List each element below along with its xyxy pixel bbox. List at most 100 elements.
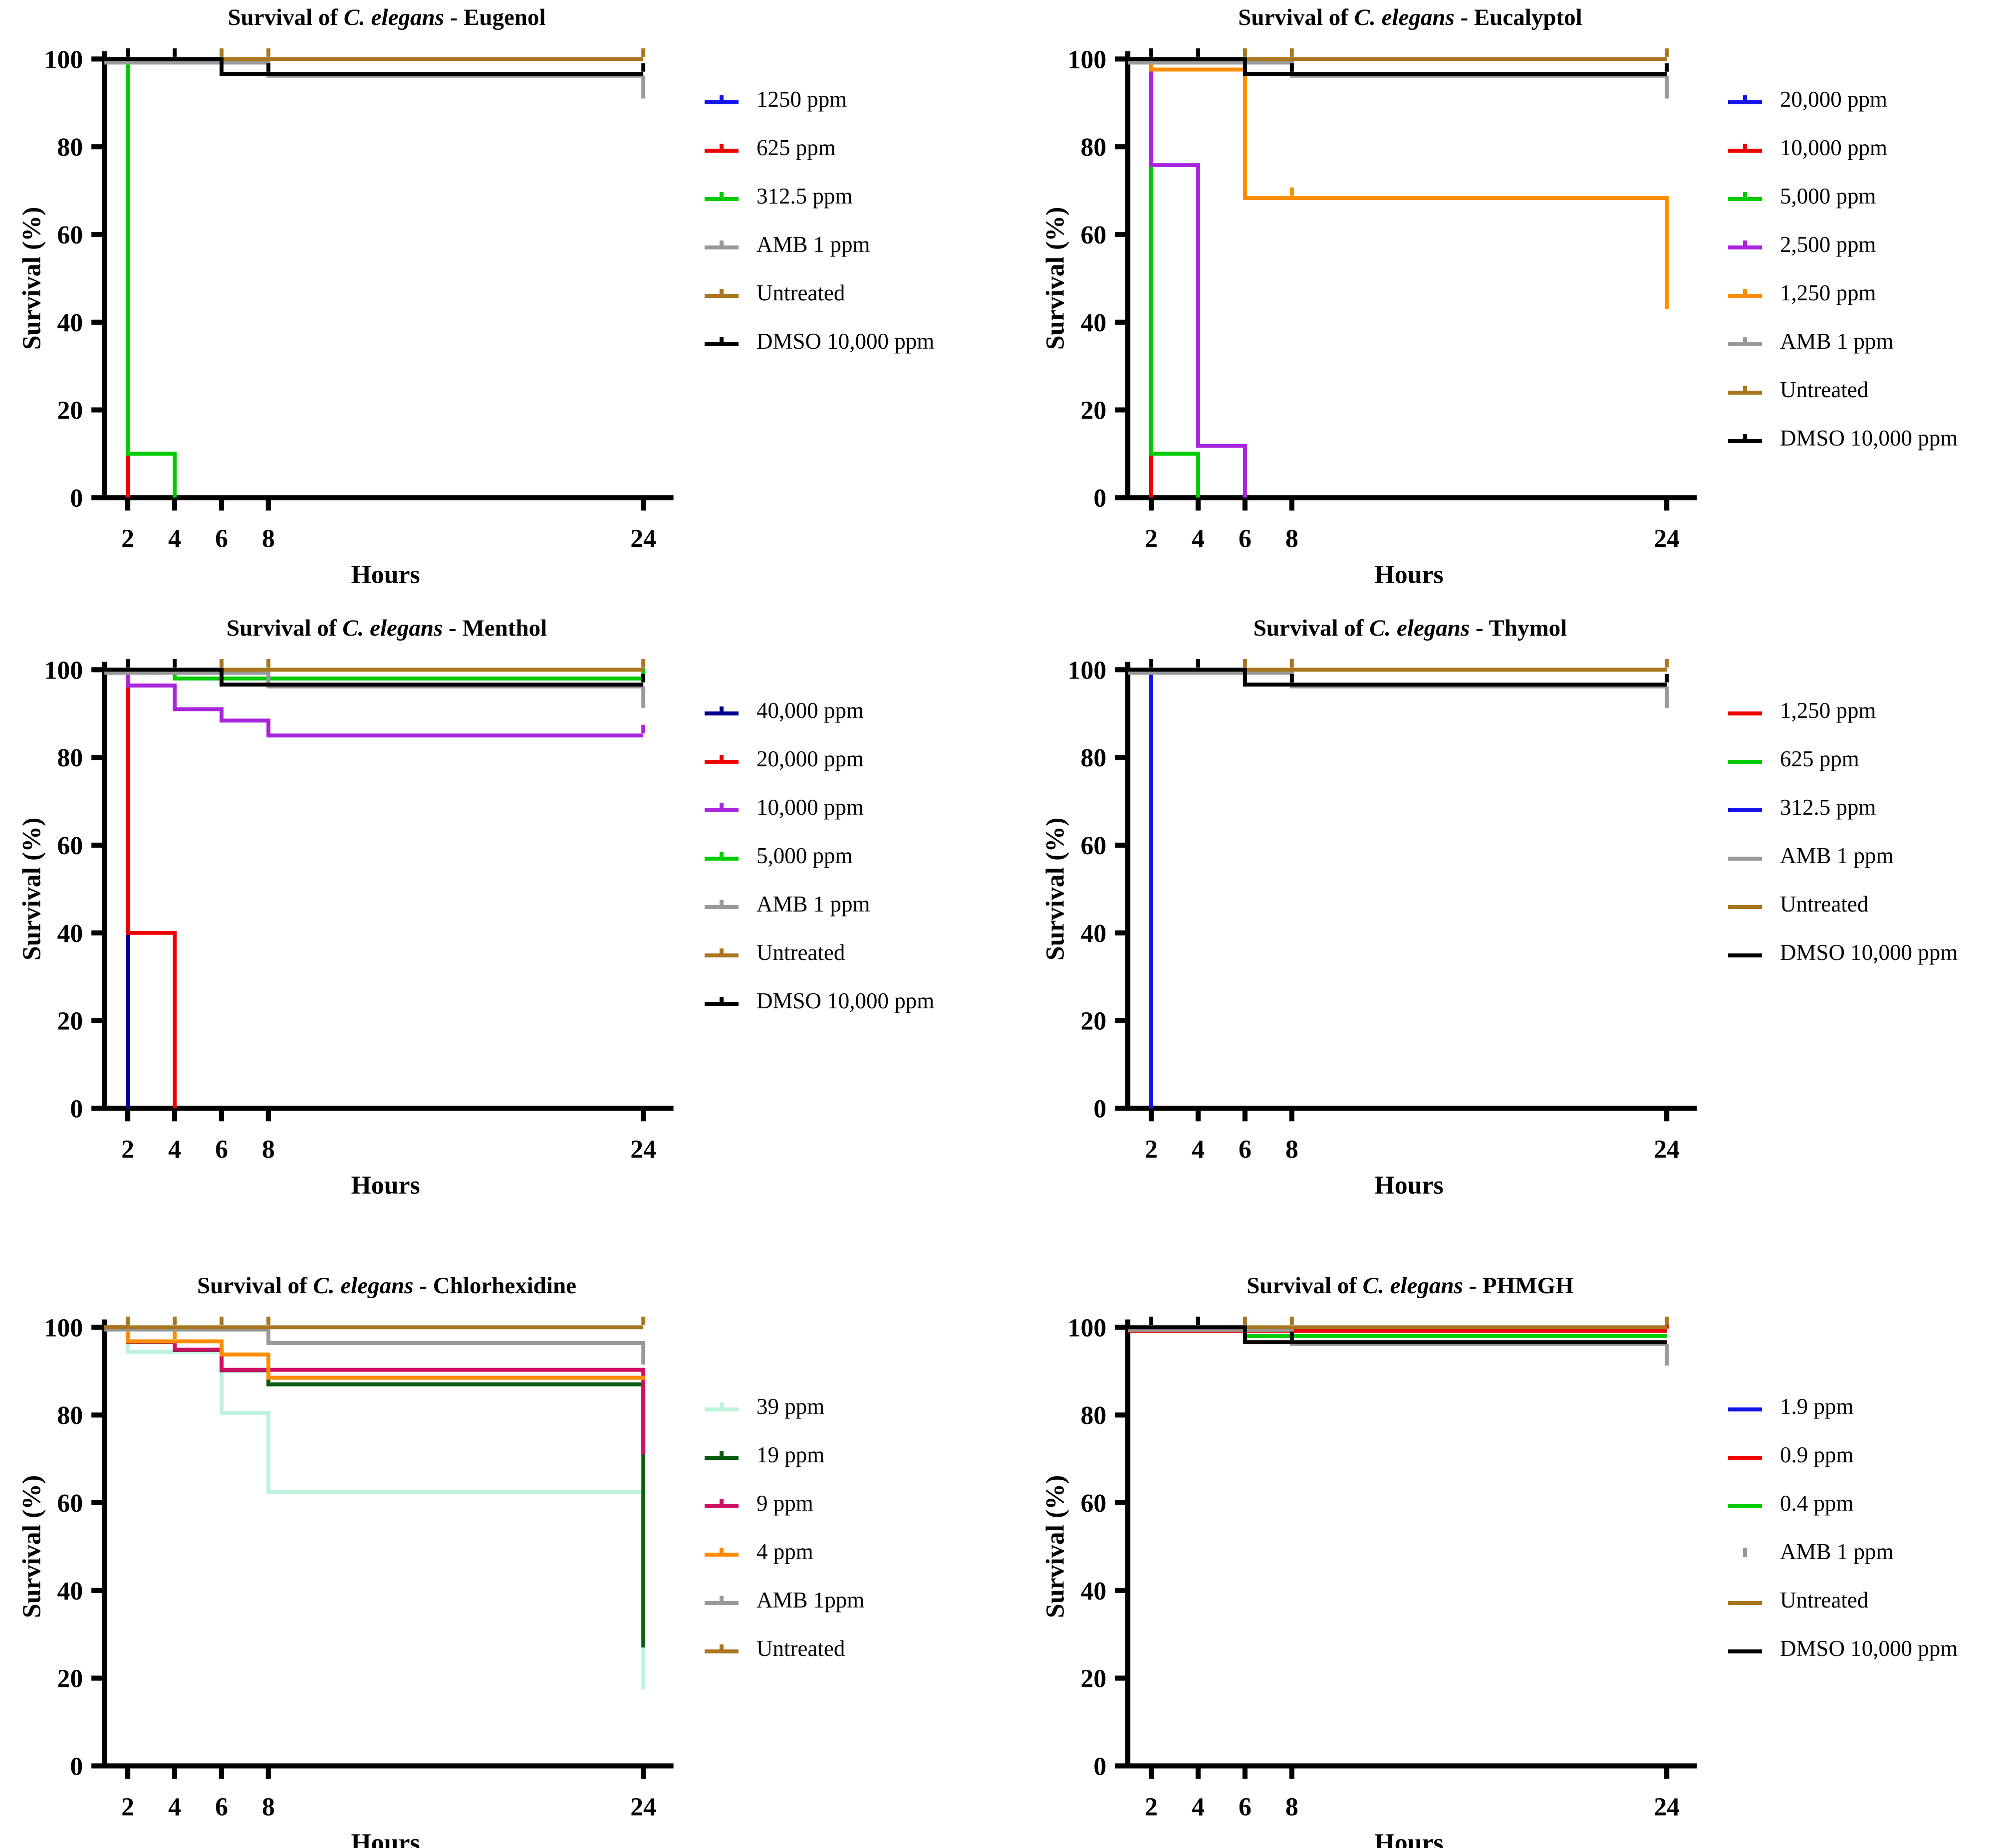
legend-swatch-line-icon: [1728, 808, 1762, 812]
legend: 20,000 ppm 10,000 ppm 5,000 ppm 2,500 ppm 1,…: [1707, 75, 1958, 462]
x-tick-label: 24: [1654, 525, 1680, 553]
y-tick-label: 100: [1068, 45, 1107, 74]
legend-item-label: 20,000 ppm: [756, 746, 864, 771]
plot-column: Survival of C. elegans - Eucalyptol 0 20 40…: [1043, 0, 1707, 589]
legend-swatch-line-icon: [705, 1402, 739, 1411]
legend-item-label: 19 ppm: [756, 1442, 825, 1467]
survival-curve: [104, 57, 177, 498]
survival-curve: [1128, 57, 1669, 309]
legend-swatch-line-icon: [705, 337, 739, 346]
y-tick-label: 60: [1080, 1489, 1106, 1518]
x-tick-label: 24: [1654, 1136, 1680, 1164]
y-axis-label: Survival (%): [20, 818, 46, 961]
legend-item-label: DMSO 10,000 ppm: [1780, 939, 1958, 965]
y-tick-label: 80: [57, 744, 83, 772]
chart-phmgh: Survival of C. elegans - PHMGH 0 20 40 60 80 1…: [1004, 1222, 2007, 1848]
legend-item-label: AMB 1 ppm: [1780, 328, 1894, 354]
y-tick-label: 100: [1068, 656, 1107, 685]
y-tick-label: 80: [1080, 744, 1106, 772]
title-suffix: - PHMGH: [1463, 1273, 1574, 1299]
title-species-italic: C. elegans: [1369, 615, 1470, 641]
legend-item-label: 0.9 ppm: [1780, 1442, 1854, 1467]
survival-curve: [104, 57, 130, 498]
survival-curve: [1128, 668, 1154, 1109]
legend-item: AMB 1 ppm: [1727, 1527, 1958, 1576]
survival-curve: [104, 668, 130, 1109]
legend-item: 312.5 ppm: [704, 172, 934, 220]
legend-item-label: 1,250 ppm: [1780, 697, 1876, 723]
legend-item-label: Untreated: [1780, 377, 1869, 402]
legend-item: 39 ppm: [704, 1382, 864, 1430]
legend-item-label: Untreated: [1780, 1587, 1869, 1613]
legend-item-label: 625 ppm: [756, 135, 836, 160]
y-tick-label: 40: [57, 1577, 83, 1606]
x-tick-label: 8: [262, 525, 275, 553]
y-tick-label: 60: [1080, 832, 1106, 860]
legend-item: AMB 1 ppm: [1727, 831, 1958, 880]
title-suffix: - Thymol: [1470, 615, 1567, 641]
legend-item-label: 312.5 ppm: [756, 183, 853, 209]
title-prefix: Survival of: [228, 4, 344, 30]
legend-item: DMSO 10,000 ppm: [1727, 1624, 1958, 1672]
x-tick-label: 6: [215, 525, 228, 553]
y-tick-label: 80: [57, 1401, 83, 1430]
legend-item: DMSO 10,000 ppm: [1727, 928, 1958, 976]
legend-item-label: 625 ppm: [1780, 746, 1859, 771]
x-tick-label: 8: [1285, 1136, 1298, 1164]
legend-item: 10,000 ppm: [704, 783, 934, 831]
x-tick-label: 6: [1239, 525, 1252, 553]
legend-item-label: AMB 1 ppm: [756, 891, 870, 917]
x-tick-label: 2: [1145, 1793, 1158, 1822]
x-tick-label: 24: [1654, 1793, 1680, 1822]
legend-item-label: 9 ppm: [756, 1490, 813, 1516]
y-tick-label: 40: [1080, 920, 1106, 948]
legend-item: 0.9 ppm: [1727, 1430, 1958, 1479]
legend-item: 1.9 ppm: [1727, 1382, 1958, 1430]
y-tick-label: 100: [1068, 1314, 1107, 1342]
legend-item: AMB 1ppm: [704, 1576, 864, 1624]
legend-swatch-line-icon: [1743, 1547, 1747, 1557]
legend-swatch-line-icon: [705, 240, 739, 249]
y-tick-label: 20: [57, 1665, 83, 1693]
x-tick-label: 6: [1239, 1793, 1252, 1822]
legend-item-label: 2,500 ppm: [1780, 231, 1876, 257]
legend-swatch-line-icon: [1728, 1649, 1762, 1653]
x-tick-label: 2: [121, 1136, 134, 1164]
survival-curve: [104, 1325, 646, 1455]
legend-item: AMB 1 ppm: [1727, 317, 1958, 365]
x-tick-label: 4: [168, 525, 181, 553]
plot-column: Survival of C. elegans - PHMGH 0 20 40 60 80 1…: [1043, 1222, 1707, 1848]
x-axis-label: Hours: [351, 1171, 420, 1200]
legend-swatch-line-icon: [1728, 385, 1762, 395]
legend-item: Untreated: [704, 928, 934, 976]
survival-curve: [104, 57, 130, 498]
y-tick-label: 80: [57, 133, 83, 162]
legend-swatch-line-icon: [705, 948, 739, 957]
legend-item: Untreated: [1727, 1576, 1958, 1624]
x-tick-label: 24: [630, 1793, 656, 1822]
legend-item-label: 1.9 ppm: [1780, 1393, 1854, 1419]
survival-curve: [1128, 668, 1154, 1109]
legend-swatch-line-icon: [1728, 337, 1762, 346]
legend-swatch-line-icon: [705, 803, 739, 812]
x-tick-label: 8: [1285, 525, 1298, 553]
y-tick-label: 60: [57, 1489, 83, 1518]
title-species-italic: C. elegans: [343, 4, 444, 30]
legend-item-label: Untreated: [756, 280, 845, 305]
legend-item-label: 4 ppm: [756, 1539, 813, 1564]
legend-item-label: 1250 ppm: [756, 86, 847, 112]
chart-title: Survival of C. elegans - Thymol: [1078, 615, 1742, 642]
legend-item: 5,000 ppm: [1727, 172, 1958, 220]
y-axis-label: Survival (%): [1043, 818, 1070, 961]
y-tick-label: 20: [1080, 397, 1106, 425]
y-tick-label: 60: [1080, 221, 1106, 249]
chart-chlorhexidine: Survival of C. elegans - Chlorhexidine 0 2…: [0, 1222, 1004, 1848]
survival-curve: [104, 1325, 646, 1380]
y-tick-label: 40: [57, 309, 83, 337]
y-tick-label: 20: [57, 397, 83, 425]
legend-swatch-line-icon: [1728, 1601, 1762, 1605]
y-tick-label: 40: [1080, 1577, 1106, 1606]
chart-eugenol: Survival of C. elegans - Eugenol 0 20 40 60 8…: [0, 0, 1004, 589]
